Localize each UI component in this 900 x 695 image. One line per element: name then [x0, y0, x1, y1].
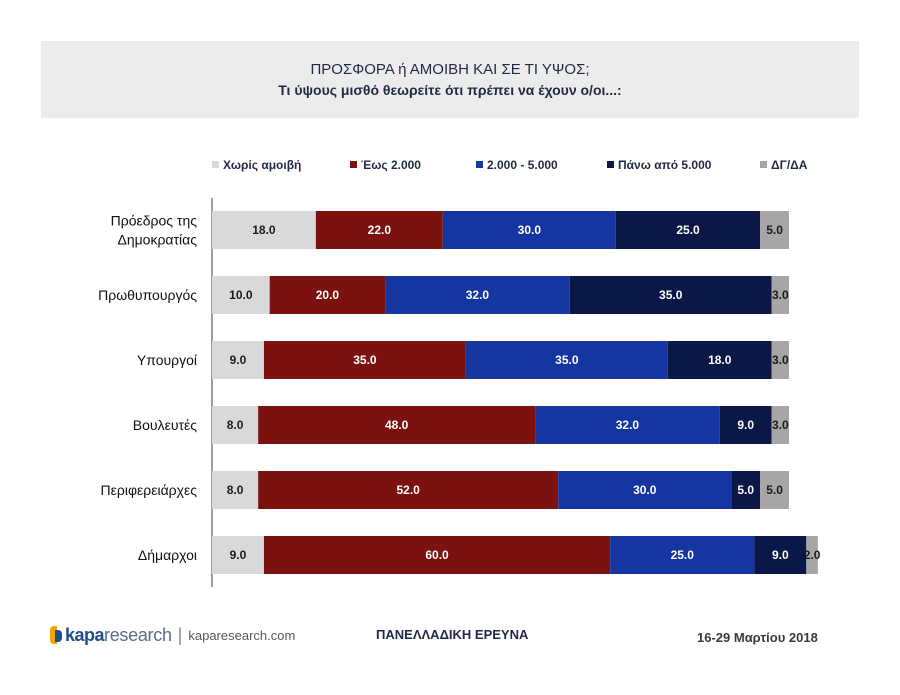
bar-segment-r2-s4	[771, 341, 789, 379]
logo-research-text: research	[104, 624, 172, 645]
bar-segment-r1-s4	[771, 276, 789, 314]
data-label-r5-s3: 9.0	[772, 548, 789, 562]
bar-segment-r5-s1	[263, 536, 611, 574]
bar-segment-r3-s0	[212, 406, 259, 444]
data-label-r3-s1: 48.0	[385, 418, 409, 432]
data-label-r5-s0: 9.0	[230, 548, 247, 562]
bar-segment-r4-s4	[760, 471, 789, 509]
kapa-logo-icon	[50, 624, 62, 646]
data-label-r3-s0: 8.0	[227, 418, 244, 432]
bar-segment-r0-s4	[760, 211, 789, 249]
legend-label-4: ΔΓ/ΔΑ	[771, 158, 808, 172]
bar-segment-r5-s3	[754, 536, 807, 574]
legend-label-1: Έως 2.000	[361, 158, 421, 172]
data-label-r1-s3: 35.0	[659, 288, 683, 302]
data-label-r1-s1: 20.0	[316, 288, 340, 302]
category-label-4: Περιφερειάρχες	[101, 482, 198, 498]
data-label-r1-s4: 3.0	[772, 288, 789, 302]
category-label-3: Βουλευτές	[133, 417, 197, 433]
category-label-1: Πρωθυπουργός	[98, 287, 197, 303]
data-label-r0-s4: 5.0	[766, 223, 783, 237]
category-label-0: Πρόεδρος της	[111, 213, 198, 229]
legend-swatch-0	[212, 161, 219, 168]
bar-segment-r1-s3	[569, 276, 772, 314]
data-label-r2-s4: 3.0	[772, 353, 789, 367]
data-label-r3-s3: 9.0	[737, 418, 754, 432]
kapa-research-logo: kapa research | kaparesearch.com	[50, 622, 295, 648]
bar-segment-r5-s4	[806, 536, 818, 574]
bar-segment-r3-s1	[258, 406, 536, 444]
data-label-r4-s1: 52.0	[397, 483, 421, 497]
legend-swatch-4	[760, 161, 767, 168]
category-label-5: Δήμαρχοι	[138, 547, 197, 563]
bar-segment-r0-s1	[315, 211, 443, 249]
data-label-r4-s3: 5.0	[737, 483, 754, 497]
bar-segment-r0-s2	[442, 211, 616, 249]
bar-segment-r1-s2	[385, 276, 570, 314]
data-label-r2-s2: 35.0	[555, 353, 579, 367]
data-label-r4-s4: 5.0	[766, 483, 783, 497]
legend-label-2: 2.000 - 5.000	[487, 158, 558, 172]
category-label-0: Δημοκρατίας	[117, 232, 197, 248]
bar-segment-r4-s1	[258, 471, 559, 509]
logo-separator: |	[177, 624, 183, 645]
data-label-r0-s0: 18.0	[252, 223, 276, 237]
legend-label-0: Χωρίς αμοιβή	[223, 158, 301, 172]
bar-segment-r2-s1	[263, 341, 466, 379]
bar-segment-r2-s3	[667, 341, 772, 379]
chart-header: ΠΡΟΣΦΟΡΑ ή ΑΜΟΙΒΗ ΚΑΙ ΣΕ ΤΙ ΥΨΟΣ; Τι ύψο…	[41, 41, 859, 118]
bar-segment-r5-s2	[610, 536, 755, 574]
bar-segment-r3-s2	[535, 406, 720, 444]
bar-segment-r1-s0	[212, 276, 270, 314]
data-label-r1-s0: 10.0	[229, 288, 253, 302]
bar-segment-r4-s3	[731, 471, 761, 509]
data-label-r4-s2: 30.0	[633, 483, 657, 497]
legend-label-3: Πάνω από 5.000	[618, 158, 712, 172]
data-label-r0-s3: 25.0	[676, 223, 700, 237]
data-label-r5-s2: 25.0	[671, 548, 695, 562]
data-label-r4-s0: 8.0	[227, 483, 244, 497]
bar-segment-r4-s0	[212, 471, 259, 509]
bar-segment-r3-s3	[719, 406, 772, 444]
chart-subtitle: Τι ύψους μισθό θεωρείτε ότι πρέπει να έχ…	[278, 82, 622, 98]
data-label-r2-s3: 18.0	[708, 353, 732, 367]
legend-swatch-2	[476, 161, 483, 168]
data-label-r2-s1: 35.0	[353, 353, 377, 367]
bar-segment-r5-s0	[212, 536, 264, 574]
bar-segment-r0-s0	[212, 211, 316, 249]
data-label-r1-s2: 32.0	[466, 288, 490, 302]
survey-label: ΠΑΝΕΛΛΑΔΙΚΗ ΕΡΕΥΝΑ	[376, 627, 529, 642]
bar-segment-r3-s4	[771, 406, 789, 444]
legend-swatch-1	[350, 161, 357, 168]
bar-segment-r4-s2	[558, 471, 732, 509]
data-label-r2-s0: 9.0	[230, 353, 247, 367]
bar-segment-r2-s0	[212, 341, 264, 379]
logo-brand-text: kapa	[65, 624, 105, 645]
legend-swatch-3	[607, 161, 614, 168]
bar-segment-r2-s2	[465, 341, 668, 379]
bar-segment-r1-s1	[269, 276, 386, 314]
chart-title: ΠΡΟΣΦΟΡΑ ή ΑΜΟΙΒΗ ΚΑΙ ΣΕ ΤΙ ΥΨΟΣ;	[310, 61, 590, 78]
data-label-r3-s2: 32.0	[616, 418, 640, 432]
data-label-r5-s4: 2.0	[804, 548, 821, 562]
data-label-r5-s1: 60.0	[425, 548, 449, 562]
bar-segment-r0-s3	[615, 211, 761, 249]
data-label-r0-s2: 30.0	[518, 223, 542, 237]
data-label-r3-s4: 3.0	[772, 418, 789, 432]
logo-url: kaparesearch.com	[188, 627, 296, 643]
category-label-2: Υπουργοί	[137, 352, 197, 368]
data-label-r0-s1: 22.0	[368, 223, 392, 237]
survey-date: 16-29 Μαρτίου 2018	[697, 630, 818, 645]
